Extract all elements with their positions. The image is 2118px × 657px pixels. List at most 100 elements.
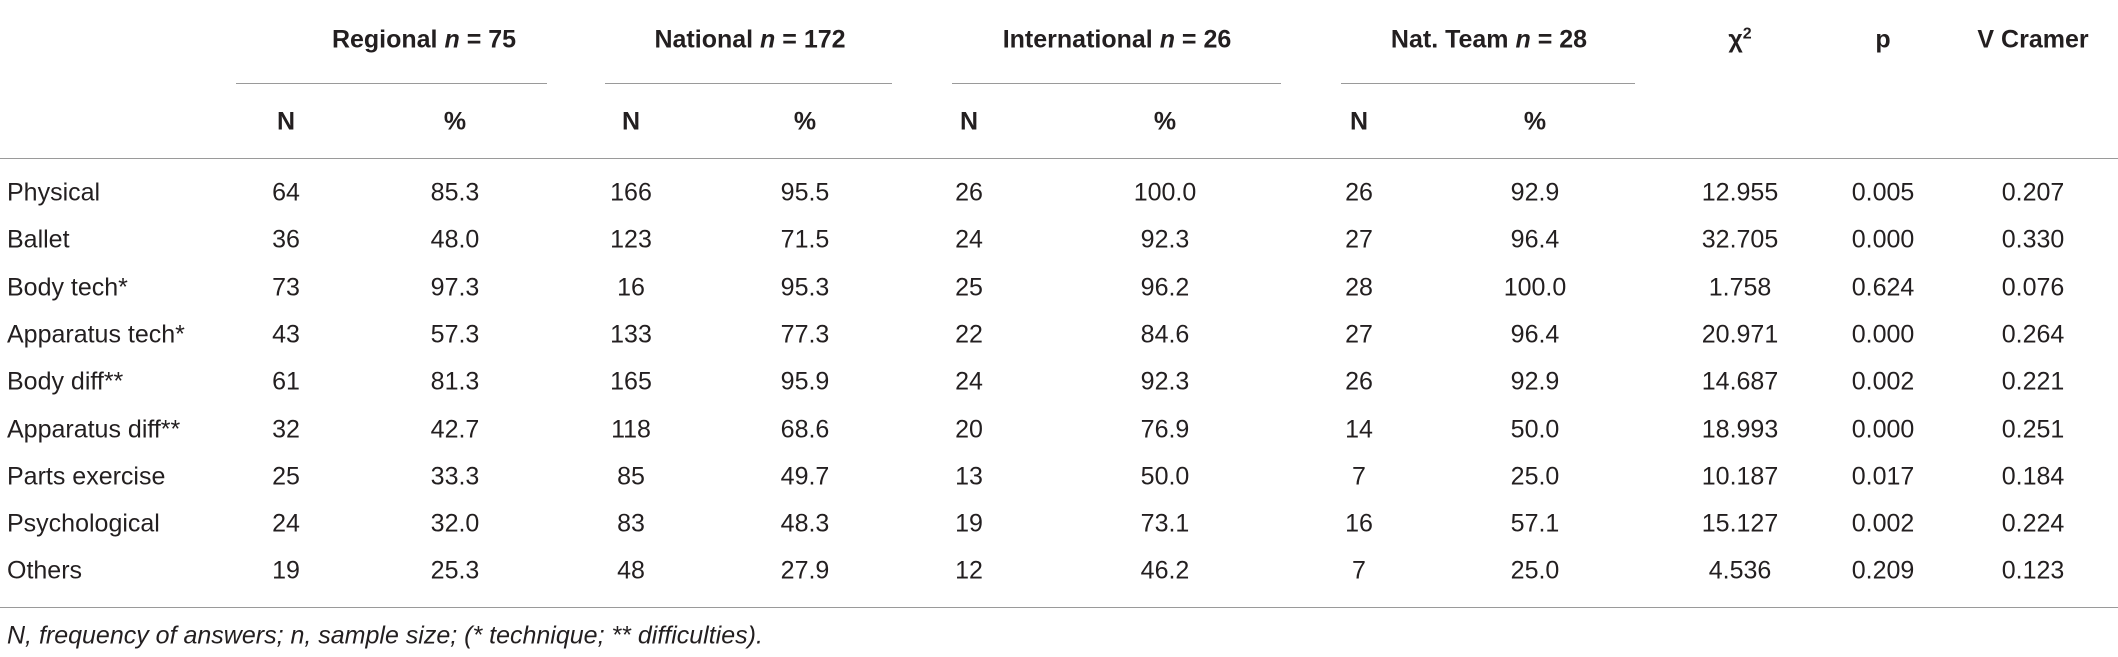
row-label: Parts exercise (7, 462, 166, 491)
cell: 95.9 (780, 367, 830, 396)
cell: 92.9 (1510, 178, 1560, 207)
group-size: = 172 (782, 25, 846, 54)
chi-symbol: χ (1728, 25, 1743, 54)
chi-header: χ2 (1728, 25, 1751, 54)
row-label: Body tech* (7, 273, 128, 302)
cell: 14.687 (1701, 367, 1779, 396)
cell: 133 (610, 320, 652, 349)
cell: 73.1 (1140, 509, 1190, 538)
cell: 14 (1345, 415, 1373, 443)
cell: 0.000 (1851, 225, 1915, 254)
cell: 36 (272, 225, 300, 254)
cell: 12.955 (1701, 178, 1779, 207)
subheader: N (276, 107, 296, 136)
cell: 85 (617, 462, 645, 491)
cell: 0.221 (2001, 367, 2065, 396)
cell: 0.184 (2001, 462, 2065, 491)
cell: 100.0 (1133, 178, 1197, 207)
cell: 1.758 (1708, 273, 1772, 302)
cell: 32.0 (430, 509, 480, 538)
cell: 12 (955, 556, 983, 585)
cell: 76.9 (1140, 415, 1190, 443)
cell: 43 (272, 320, 300, 349)
cell: 24 (272, 509, 300, 538)
cell: 81.3 (430, 367, 480, 396)
subheader: % (443, 107, 467, 136)
cell: 0.000 (1851, 415, 1915, 443)
group-rule (1341, 83, 1635, 84)
subheader: % (1153, 107, 1177, 136)
group-header: International n = 26 (1003, 26, 1232, 55)
subheader: N (959, 107, 979, 136)
cell: 4.536 (1708, 556, 1772, 585)
cell: 27.9 (780, 556, 830, 585)
cell: 118 (611, 415, 651, 443)
cell: 166 (610, 178, 652, 207)
group-n: n (760, 25, 776, 54)
cell: 24 (955, 367, 983, 396)
cell: 57.1 (1510, 509, 1560, 538)
chi-sup: 2 (1742, 25, 1752, 43)
cell: 27 (1345, 320, 1373, 349)
group-header: Nat. Team n = 28 (1391, 26, 1587, 55)
row-label: Apparatus diff** (7, 415, 181, 443)
cell: 48.0 (430, 225, 480, 254)
cell: 73 (272, 273, 300, 302)
cell: 0.624 (1851, 273, 1915, 302)
cell: 19 (955, 509, 983, 538)
cell: 0.017 (1851, 462, 1915, 491)
cell: 26 (955, 178, 983, 207)
cell: 0.207 (2001, 178, 2065, 207)
cell: 77.3 (780, 320, 830, 349)
cell: 85.3 (430, 178, 480, 207)
cell: 165 (610, 367, 652, 396)
cell: 0.224 (2001, 509, 2065, 538)
cell: 33.3 (430, 462, 480, 491)
cell: 0.000 (1851, 320, 1915, 349)
cell: 46.2 (1140, 556, 1190, 585)
cell: 25.0 (1510, 462, 1560, 491)
cell: 0.330 (2001, 225, 2065, 254)
cell: 24 (955, 225, 983, 254)
group-name: Regional (331, 25, 438, 54)
cell: 48 (617, 556, 645, 585)
cell: 57.3 (430, 320, 480, 349)
cell: 96.2 (1140, 273, 1190, 302)
cell: 64 (272, 178, 300, 207)
group-n: n (1159, 25, 1175, 54)
group-name: Nat. Team (1390, 25, 1509, 54)
cell: 16 (1345, 509, 1373, 538)
cell: 15.127 (1701, 509, 1779, 538)
group-name: National (654, 25, 754, 54)
row-label: Psychological (7, 509, 160, 538)
cell: 92.3 (1140, 225, 1190, 254)
cell: 95.3 (780, 273, 830, 302)
group-header: National n = 172 (654, 26, 845, 55)
cell: 0.076 (2001, 273, 2065, 302)
cell: 32 (272, 415, 300, 443)
row-label: Body diff** (7, 367, 124, 396)
cell: 100.0 (1503, 273, 1567, 302)
row-label: Ballet (7, 225, 70, 254)
cell: 19 (272, 556, 300, 585)
v-header: V Cramer (1977, 25, 2089, 54)
cell: 0.123 (2001, 556, 2065, 585)
cell: 20.971 (1701, 320, 1779, 349)
subheader: N (1349, 107, 1369, 136)
cell: 97.3 (430, 273, 480, 302)
cell: 71.5 (780, 225, 830, 254)
cell: 25.0 (1510, 556, 1560, 585)
cell: 0.002 (1851, 367, 1915, 396)
cell: 7 (1352, 462, 1366, 491)
cell: 0.002 (1851, 509, 1915, 538)
group-n: n (1515, 25, 1531, 54)
row-label: Physical (7, 178, 101, 207)
cell: 20 (955, 415, 983, 443)
cell: 0.005 (1851, 178, 1915, 207)
cell: 0.264 (2001, 320, 2065, 349)
subheader: % (793, 107, 817, 136)
group-size: = 28 (1537, 25, 1588, 54)
cell: 95.5 (780, 178, 830, 207)
row-label: Others (7, 556, 83, 585)
